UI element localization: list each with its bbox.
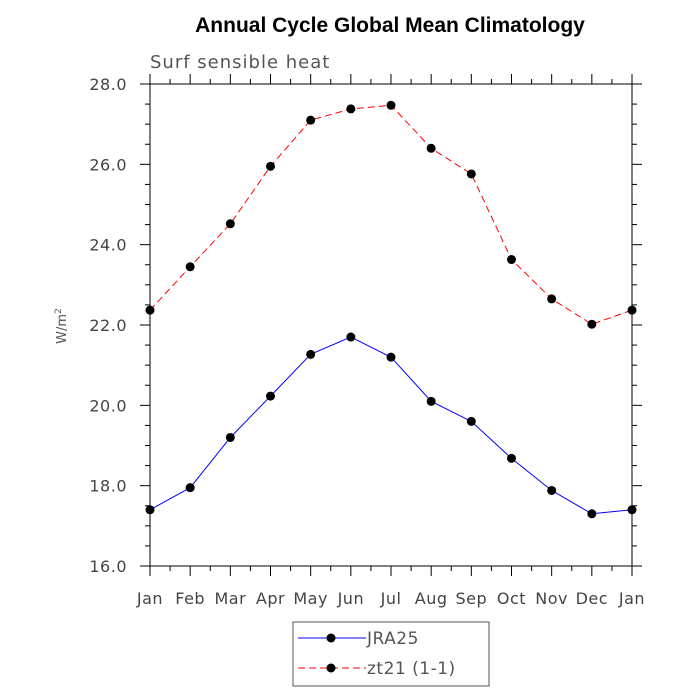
data-point <box>627 305 637 315</box>
y-tick-label: 28.0 <box>89 75 127 94</box>
series-0 <box>145 332 637 519</box>
data-point <box>266 391 275 401</box>
legend-label: zt21 (1-1) <box>367 659 456 679</box>
plot-frame <box>149 83 633 567</box>
data-point <box>547 294 557 304</box>
series-group <box>145 100 637 519</box>
data-point <box>627 505 637 515</box>
data-point <box>587 509 597 519</box>
x-tick-label: Aug <box>415 589 448 608</box>
y-tick-label: 16.0 <box>89 557 127 576</box>
data-point <box>466 169 476 179</box>
y-tick-label: 18.0 <box>89 477 127 496</box>
series-line <box>149 336 633 515</box>
data-point <box>386 100 396 110</box>
data-point <box>426 143 436 153</box>
legend: JRA25 zt21 (1-1) <box>292 621 490 687</box>
data-point <box>386 352 396 362</box>
data-point <box>225 219 235 229</box>
legend-marker <box>326 663 336 673</box>
chart-title: Annual Cycle Global Mean Climatology <box>195 14 585 37</box>
data-point <box>587 319 597 329</box>
legend-box <box>292 621 490 687</box>
data-point <box>306 349 316 359</box>
data-point <box>346 332 356 342</box>
data-point <box>145 505 155 515</box>
x-tick-label: Dec <box>576 589 608 608</box>
x-tick-label: Oct <box>497 589 526 608</box>
data-point <box>225 432 235 442</box>
legend-label: JRA25 <box>366 629 419 649</box>
y-tick-label: 20.0 <box>89 396 127 415</box>
x-tick-label: Jun <box>337 589 365 608</box>
x-tick-label: Feb <box>175 589 205 608</box>
x-tick-label: Jul <box>380 589 402 608</box>
x-tick-label: Jan <box>618 589 645 608</box>
data-point <box>346 104 356 114</box>
x-tick-label: Mar <box>214 589 246 608</box>
y-axis-label: W/m2 <box>54 308 70 344</box>
data-point <box>185 483 195 493</box>
axis-ticks <box>140 74 642 576</box>
y-tick-labels: 16.0 18.0 20.0 22.0 24.0 26.0 28.0 <box>89 75 127 576</box>
series-1 <box>145 100 637 329</box>
data-point <box>426 396 436 406</box>
x-tick-label: Apr <box>256 589 285 608</box>
x-tick-label: May <box>293 589 328 608</box>
x-tick-label: Jan <box>136 589 163 608</box>
series-line <box>149 104 633 325</box>
data-point <box>507 453 516 463</box>
data-point <box>466 416 476 426</box>
data-point <box>507 255 516 265</box>
chart-subtitle: Surf sensible heat <box>150 52 330 73</box>
legend-marker <box>326 633 336 643</box>
y-tick-label: 24.0 <box>89 236 127 255</box>
x-tick-label: Sep <box>456 589 488 608</box>
data-point <box>547 485 557 495</box>
data-point <box>266 161 275 171</box>
y-tick-label: 26.0 <box>89 155 127 174</box>
y-tick-label: 22.0 <box>89 316 127 335</box>
data-point <box>185 262 195 272</box>
x-tick-labels: Jan Feb Mar Apr May Jun Jul Aug Sep Oct Nov Dec Jan <box>136 589 645 608</box>
x-tick-label: Nov <box>535 589 568 608</box>
data-point <box>145 305 155 315</box>
data-point <box>306 115 316 125</box>
